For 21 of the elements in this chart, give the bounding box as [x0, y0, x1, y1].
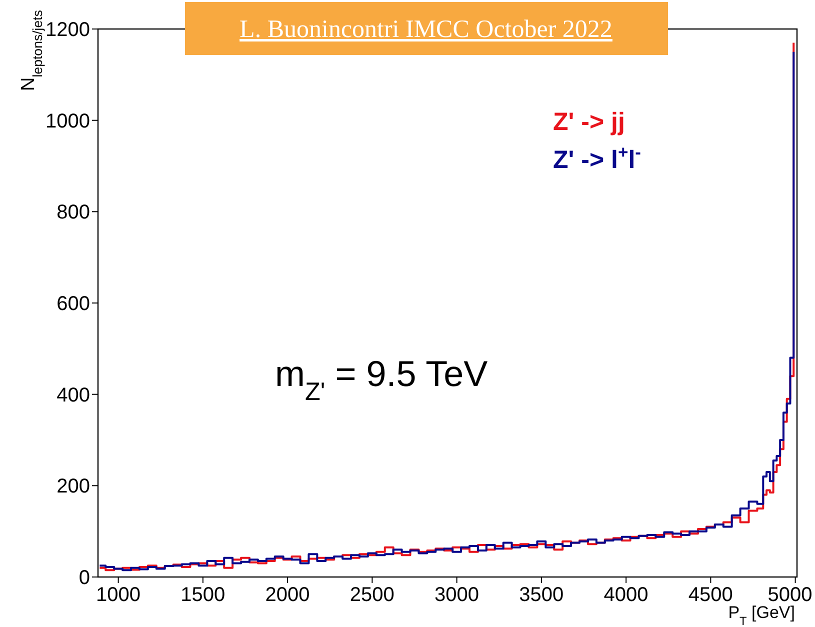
- y-tick-label: 800: [56, 202, 90, 224]
- text: Z' -> jj: [553, 108, 625, 136]
- x-tick-label: 1000: [96, 584, 141, 606]
- annotation: m$_{Z'}$ = 9.5 TeV: [275, 353, 488, 406]
- x-tick-label: 2500: [350, 584, 394, 606]
- x-tick-label: 2000: [265, 584, 310, 606]
- x-axis-title: P$_{T}$ [GeV]: [728, 603, 795, 627]
- x-tick-label: 1500: [180, 584, 226, 606]
- y-tick-label: 1200: [46, 19, 90, 41]
- y-tick-label: 600: [56, 293, 90, 315]
- x-tick-label: 5000: [768, 584, 812, 606]
- y-tick-label: 0: [78, 567, 90, 589]
- chart-title: L. Buonincontri IMCC October 2022: [240, 16, 612, 43]
- y-tick-label: 400: [56, 384, 90, 406]
- x-tick-label: 3500: [519, 584, 564, 606]
- y-tick-label: 200: [56, 476, 90, 498]
- x-tick-label: 3000: [434, 584, 480, 606]
- x-tick-label: 4500: [688, 584, 733, 606]
- x-tick-label: 4000: [604, 584, 648, 606]
- text: Z' -> l$^{+}$l$^{-}$: [553, 142, 642, 174]
- y-tick-label: 1000: [46, 110, 90, 132]
